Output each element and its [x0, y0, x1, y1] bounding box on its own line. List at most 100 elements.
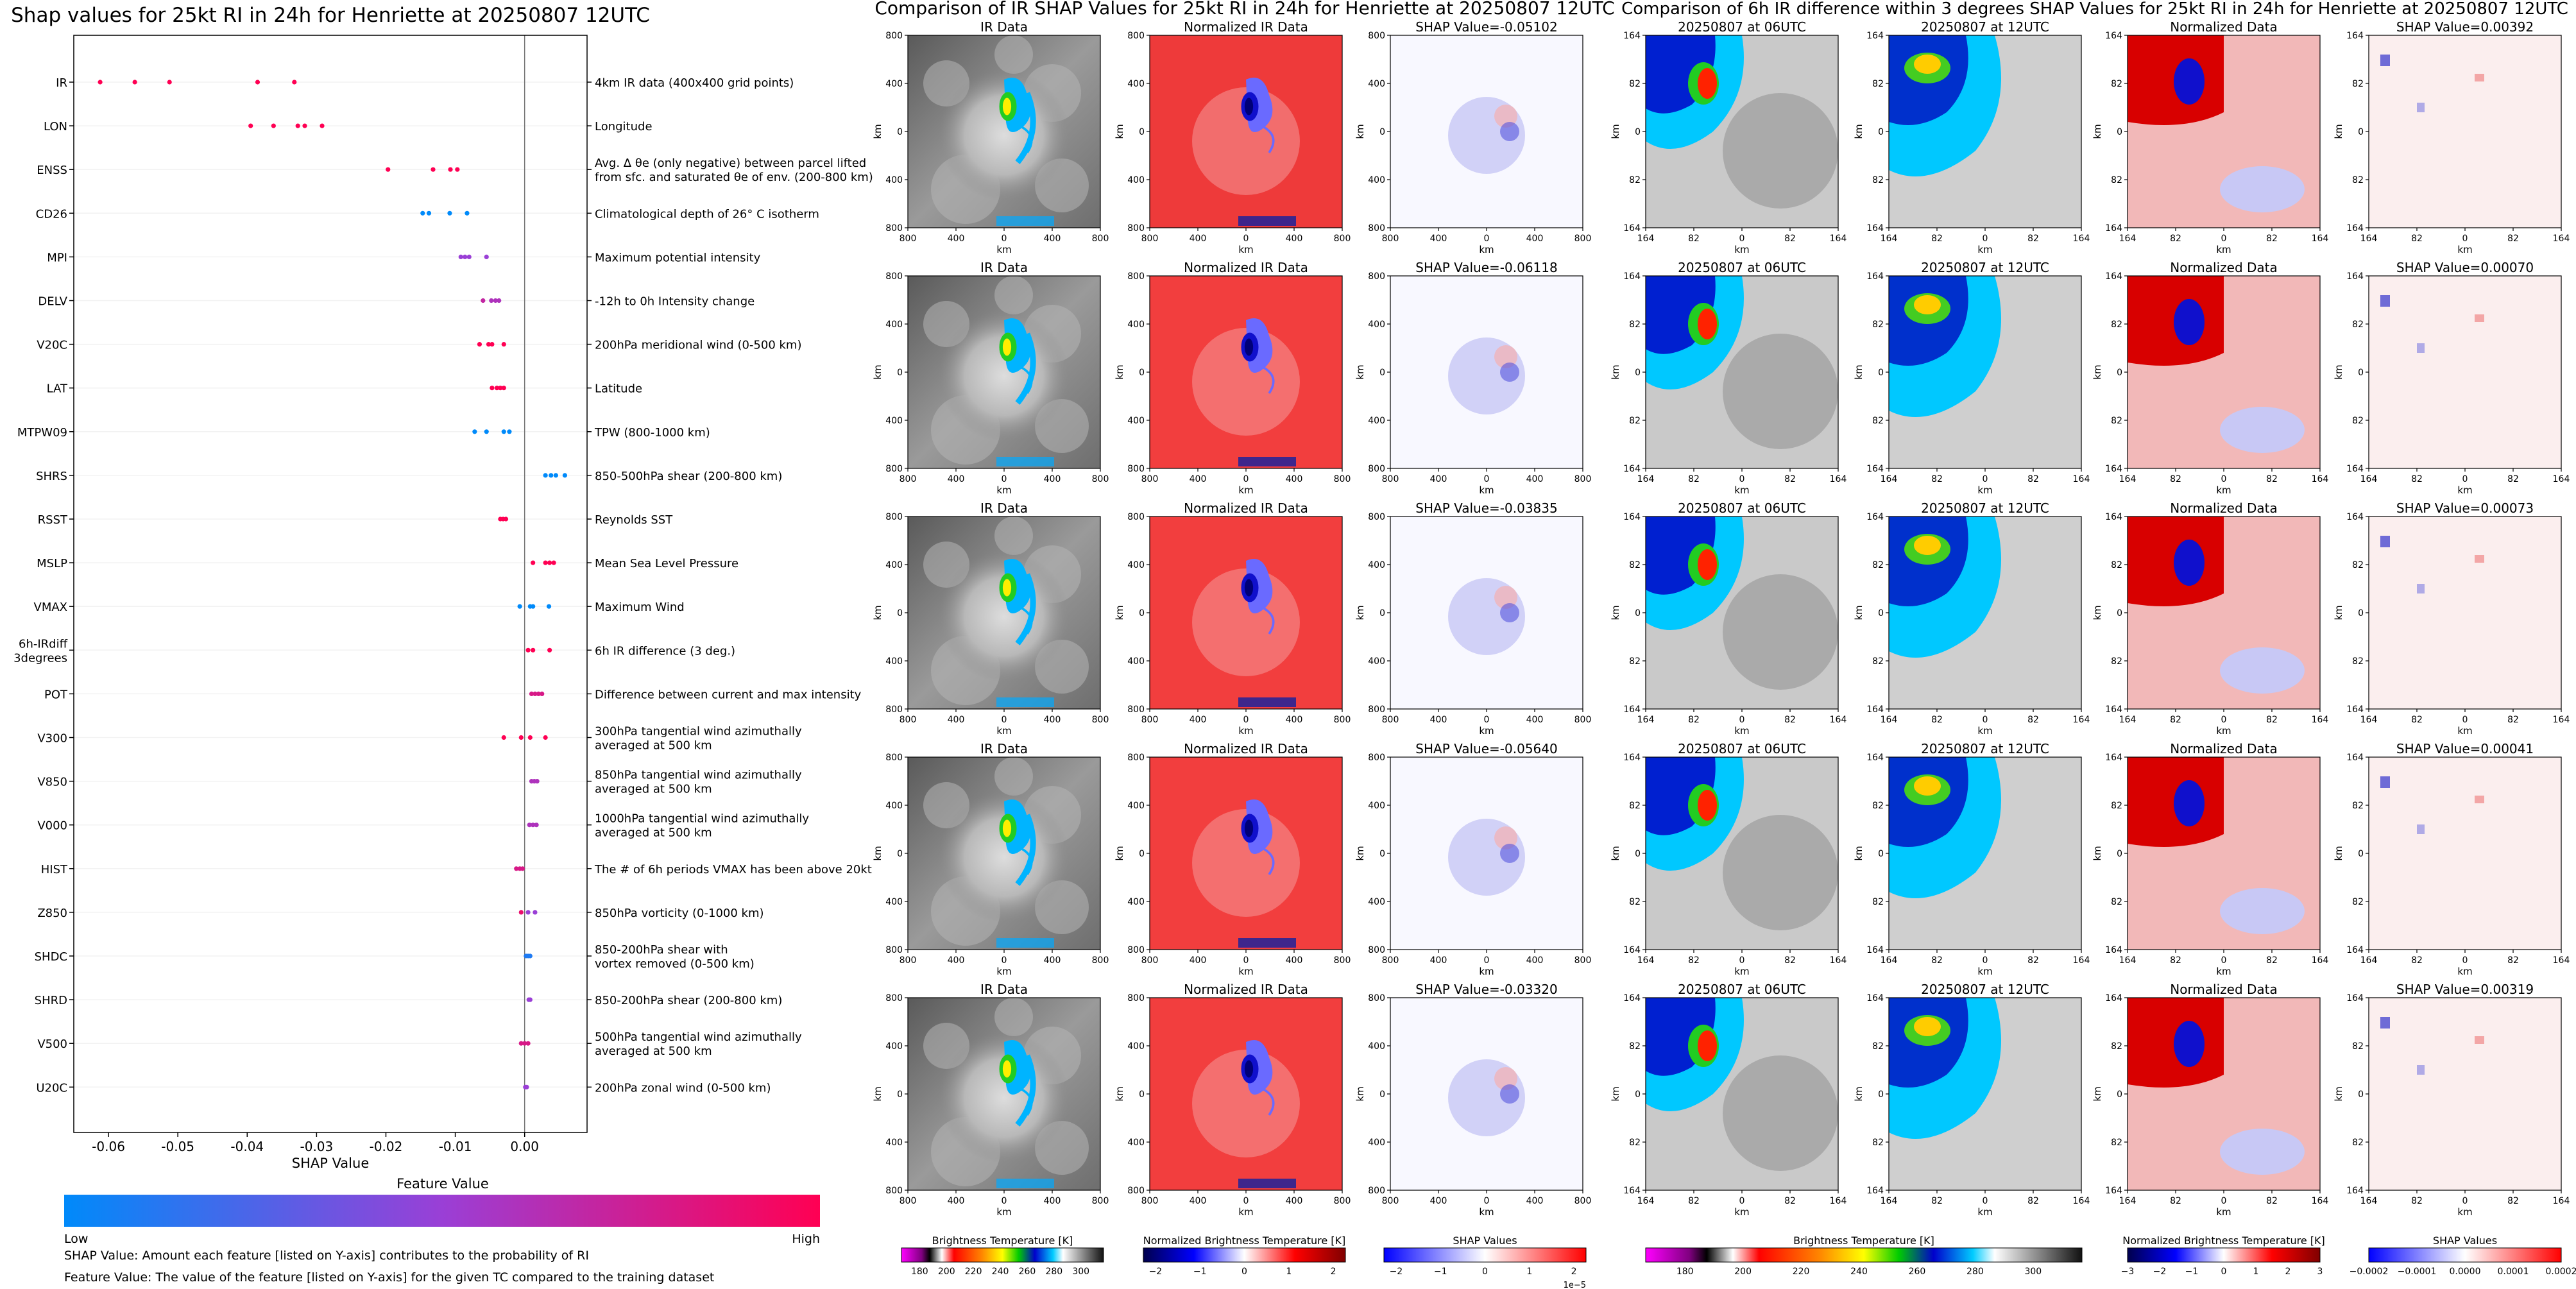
normalized-swirl	[1192, 568, 1300, 676]
shap-point	[531, 560, 536, 565]
x-tick-label: 0	[1484, 474, 1490, 484]
panel-title: Normalized IR Data	[1184, 260, 1308, 275]
y-tick-label: 164	[2105, 271, 2122, 282]
storm-band	[1019, 606, 1033, 635]
shap-core-blob	[1500, 122, 1519, 141]
feature-label: SHDC	[35, 950, 67, 964]
x-tick-label: 82	[2507, 234, 2519, 244]
x-tick-label: 0	[2221, 234, 2227, 244]
x-axis-label: km	[1479, 966, 1494, 977]
x-tick-label: 82	[2507, 715, 2519, 725]
colorbar	[2368, 1247, 2562, 1263]
x-tick-label: 400	[948, 234, 965, 244]
shap-point	[518, 735, 524, 740]
x-tick-label: 400	[1286, 715, 1303, 725]
panel-title: IR Data	[980, 741, 1028, 756]
y-tick-label: 400	[1127, 1041, 1145, 1052]
y-tick-label: 400	[1127, 1138, 1145, 1148]
colorbar-tick-label: 220	[965, 1267, 982, 1277]
panel-title: Normalized Data	[2170, 982, 2278, 997]
x-tick-label: 0	[2462, 715, 2468, 725]
y-tick-label: 164	[1866, 993, 1884, 1003]
cold-band	[1015, 814, 1036, 886]
y-axis-label: km	[1114, 605, 1125, 620]
y-tick-label: 0	[2358, 849, 2364, 859]
y-axis-label: km	[2092, 124, 2103, 139]
normalized-swirl	[1192, 1050, 1300, 1157]
shap-negative-spot	[2380, 55, 2390, 66]
colorbar-tick-label: 180	[911, 1267, 928, 1277]
colorbar	[2127, 1247, 2321, 1263]
x-tick-label: 800	[1382, 1196, 1399, 1206]
panel-title: IR Data	[980, 500, 1028, 516]
y-tick-label: 164	[1623, 271, 1641, 282]
storm-swirl	[939, 311, 1070, 441]
x-tick-label: 82	[2266, 1196, 2278, 1206]
shap-point	[302, 123, 307, 128]
storm-core-inner	[1002, 579, 1012, 597]
x-tick-label: 82	[1931, 234, 1943, 244]
y-axis-label: km	[2333, 1086, 2344, 1101]
x-tick-label: 800	[1141, 715, 1159, 725]
y-tick-label: 82	[1872, 560, 1884, 570]
shap-point	[167, 80, 172, 85]
x-tick-label: 800	[1334, 955, 1351, 966]
x-tick-label: 0	[1484, 715, 1490, 725]
x-tick-label: 400	[1430, 234, 1447, 244]
x-axis-label: km	[2216, 484, 2231, 496]
shap-point	[531, 604, 536, 609]
shap-point	[531, 647, 536, 653]
feature-description: averaged at 500 km	[595, 783, 712, 796]
colorbar-tick-label: 0	[1241, 1267, 1247, 1277]
feature-label: SHRS	[36, 470, 67, 483]
y-axis-label: km	[2092, 1086, 2103, 1101]
x-tick-label: 82	[2170, 715, 2181, 725]
shap-point	[518, 910, 524, 915]
x-axis-label: km	[1734, 725, 1749, 737]
y-tick-label: 164	[1623, 945, 1641, 955]
x-axis-label: km	[2457, 966, 2472, 977]
y-tick-label: 0	[1379, 368, 1385, 378]
y-tick-label: 800	[1127, 1186, 1145, 1196]
storm-core-inner	[1244, 98, 1254, 115]
y-tick-label: 164	[1866, 512, 1884, 522]
y-tick-label: 82	[2111, 801, 2122, 811]
shap-negative-spot	[2380, 1017, 2390, 1029]
x-tick-label: 82	[2027, 955, 2039, 966]
y-tick-label: 800	[1127, 704, 1145, 715]
shap-point	[543, 473, 548, 478]
shap-point	[501, 386, 506, 391]
x-axis-label: km	[2457, 725, 2472, 737]
y-axis-label: km	[1853, 124, 1864, 139]
x-axis-label: km	[996, 966, 1011, 977]
normalized-cool-region	[2220, 407, 2305, 453]
x-tick-label: 82	[2266, 955, 2278, 966]
x-tick-label: 82	[2411, 234, 2423, 244]
feature-label: Z850	[37, 907, 67, 920]
x-tick-label: 164	[2360, 1196, 2378, 1206]
shap-point	[527, 735, 533, 740]
y-tick-label: 82	[2352, 801, 2364, 811]
cold-top-red	[1698, 790, 1717, 821]
storm-core-inner	[1002, 98, 1012, 115]
feature-label: V500	[37, 1037, 67, 1051]
x-axis-label: km	[1479, 725, 1494, 737]
shap-point	[494, 386, 500, 391]
x-tick-label: 164	[2119, 955, 2137, 966]
y-tick-label: 0	[1878, 127, 1884, 137]
y-tick-label: 164	[1623, 512, 1641, 522]
y-tick-label: 82	[1872, 897, 1884, 907]
x-axis-label: km	[1734, 1206, 1749, 1218]
shap-panel-title: SHAP Value=0.00319	[2396, 982, 2534, 997]
x-tick-label: 400	[1430, 474, 1447, 484]
normalized-cold-core	[2174, 780, 2205, 826]
x-tick-label: 0	[2221, 955, 2227, 966]
normalized-swirl	[1192, 809, 1300, 917]
storm-band	[1261, 124, 1275, 153]
x-axis-label: km	[1238, 1206, 1253, 1218]
feature-description: averaged at 500 km	[595, 826, 712, 840]
y-tick-label: 400	[1127, 656, 1145, 667]
shap-point	[477, 342, 482, 347]
y-tick-label: 0	[1379, 1089, 1385, 1100]
x-tick-label: 82	[2027, 234, 2039, 244]
